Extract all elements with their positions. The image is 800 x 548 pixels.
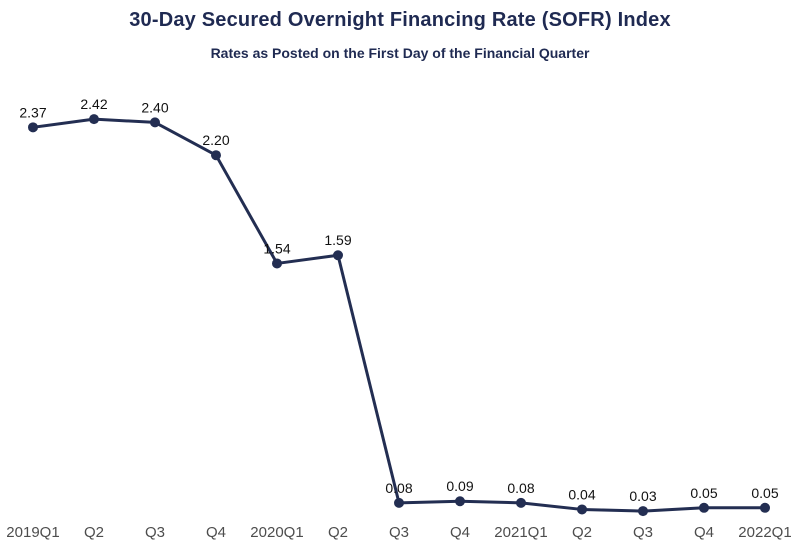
data-point (760, 502, 770, 513)
x-axis-tick-label: 2019Q1 (6, 524, 59, 541)
x-axis-tick-label: Q3 (389, 524, 409, 541)
series-line (31, 117, 767, 513)
x-axis-tick-label: Q3 (633, 524, 653, 541)
data-point-label: 0.09 (446, 478, 473, 494)
data-point (455, 496, 465, 507)
data-point-label: 2.20 (202, 132, 229, 148)
data-point (699, 502, 709, 513)
data-point (150, 117, 160, 128)
x-axis-tick-label: Q2 (84, 524, 104, 541)
x-axis-tick-label: 2021Q1 (494, 524, 547, 541)
x-axis-tick-label: Q3 (145, 524, 165, 541)
x-axis-tick-label: Q2 (328, 524, 348, 541)
data-point-label: 1.59 (324, 232, 351, 248)
data-point (272, 258, 282, 269)
data-point (394, 497, 404, 508)
x-axis-tick-label: Q4 (694, 524, 714, 541)
data-point-label: 0.05 (751, 485, 778, 501)
data-point-label: 1.54 (263, 240, 290, 256)
x-axis-tick-label: 2022Q1 (738, 524, 791, 541)
data-point-label: 0.05 (690, 485, 717, 501)
data-point (638, 506, 648, 517)
x-axis-tick-label: 2020Q1 (250, 524, 303, 541)
data-point (89, 114, 99, 125)
data-point-label: 0.04 (568, 486, 595, 502)
data-point (333, 250, 343, 261)
x-axis-tick-label: Q2 (572, 524, 592, 541)
data-point (211, 150, 221, 161)
data-point (28, 122, 38, 133)
data-point-label: 0.08 (507, 480, 534, 496)
data-point-label: 2.40 (141, 99, 168, 115)
data-point-label: 2.37 (19, 104, 46, 120)
x-axis-tick-label: Q4 (206, 524, 226, 541)
data-point (577, 504, 587, 515)
data-point (516, 497, 526, 508)
data-point-label: 2.42 (80, 96, 107, 112)
data-point-label: 0.08 (385, 480, 412, 496)
x-axis-tick-label: Q4 (450, 524, 470, 541)
data-point-label: 0.03 (629, 488, 656, 504)
